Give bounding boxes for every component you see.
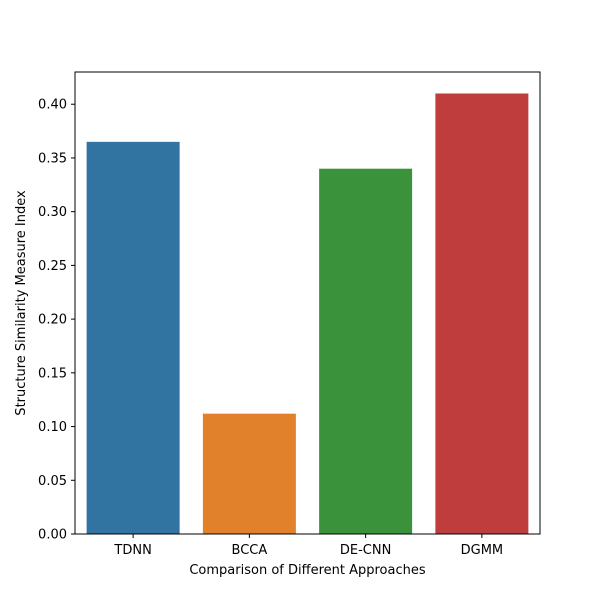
x-tick-label: TDNN bbox=[113, 543, 151, 558]
bar-bcca bbox=[202, 413, 296, 534]
y-tick-label: 0.40 bbox=[38, 98, 67, 113]
y-tick-label: 0.20 bbox=[38, 313, 67, 328]
bar-de-cnn bbox=[319, 168, 413, 534]
y-tick-label: 0.05 bbox=[38, 474, 67, 489]
y-tick-label: 0.30 bbox=[38, 205, 67, 220]
y-tick-label: 0.25 bbox=[38, 259, 67, 274]
y-axis-label: Structure Similarity Measure Index bbox=[14, 190, 29, 416]
y-tick-label: 0.15 bbox=[38, 366, 67, 381]
x-tick-label: BCCA bbox=[232, 543, 268, 558]
y-tick-label: 0.10 bbox=[38, 420, 67, 435]
x-axis-ticks: TDNN BCCA DE-CNN DGMM bbox=[113, 534, 503, 558]
y-axis-ticks: 0.00 0.05 0.10 0.15 0.20 0.25 0.30 0.35 0.40 bbox=[38, 98, 75, 543]
x-tick-label: DGMM bbox=[461, 543, 504, 558]
x-axis-label: Comparison of Different Approaches bbox=[189, 563, 425, 578]
bar-tdnn bbox=[86, 141, 180, 534]
plot-frame bbox=[74, 71, 541, 535]
bars-group bbox=[86, 93, 529, 534]
y-tick-label: 0.00 bbox=[38, 528, 67, 543]
bar-dgmm bbox=[435, 93, 529, 534]
x-tick-label: DE-CNN bbox=[340, 543, 391, 558]
y-tick-label: 0.35 bbox=[38, 151, 67, 166]
